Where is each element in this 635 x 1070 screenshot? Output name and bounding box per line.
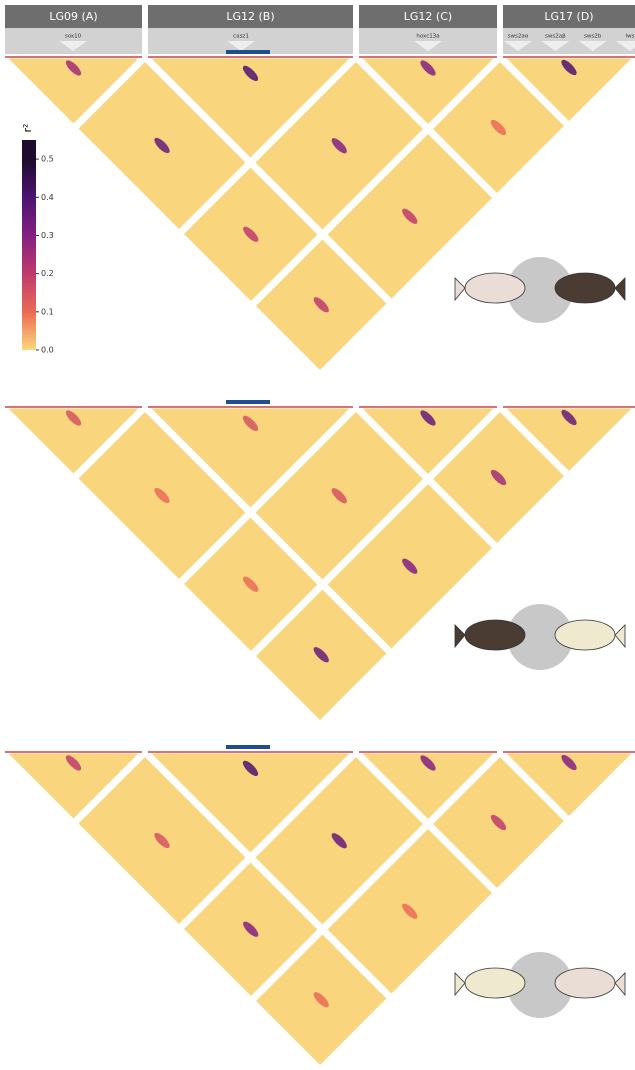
colorbar-tick-label: 0.2 [41,269,54,278]
focus-bar [226,745,270,749]
focus-bar [226,50,270,54]
gene-label: sws2aβ [545,34,566,40]
figure: LG09 (A) sox10 LG12 (B) casz1 LG12 (C) hoxc13… [0,0,635,1070]
fish-left-tail [455,973,465,995]
fish-left-tail [455,278,465,300]
colorbar-tick-label: 0.1 [41,307,54,316]
gene-label: lws [626,34,635,40]
segment-label: LG12 (B) [226,10,274,23]
fish-left-tail [455,625,465,647]
segment-label: LG12 (C) [404,10,452,23]
colorbar [22,140,36,350]
colorbar-tick-label: 0.3 [41,231,54,240]
fish-right [555,620,615,650]
gene-label: sox10 [65,34,82,40]
fish-right-tail [615,278,625,300]
segment-label: LG17 (D) [544,10,593,23]
fish-left [465,968,525,998]
fish-right [555,968,615,998]
fish-right [555,273,615,303]
fish-left [465,620,525,650]
gene-label: sws2b [584,34,602,40]
fish-right-tail [615,625,625,647]
focus-bar [226,400,270,404]
colorbar-label: r² [21,124,34,133]
gene-label: sws2aα [508,34,529,40]
colorbar-tick-label: 0.0 [41,346,54,355]
segment-label: LG09 (A) [49,10,97,23]
gene-label: hoxc13a [416,34,439,40]
colorbar-tick-label: 0.4 [41,193,54,202]
gene-label: casz1 [233,34,249,40]
colorbar-tick-label: 0.5 [41,155,54,164]
fish-left [465,273,525,303]
fish-right-tail [615,973,625,995]
